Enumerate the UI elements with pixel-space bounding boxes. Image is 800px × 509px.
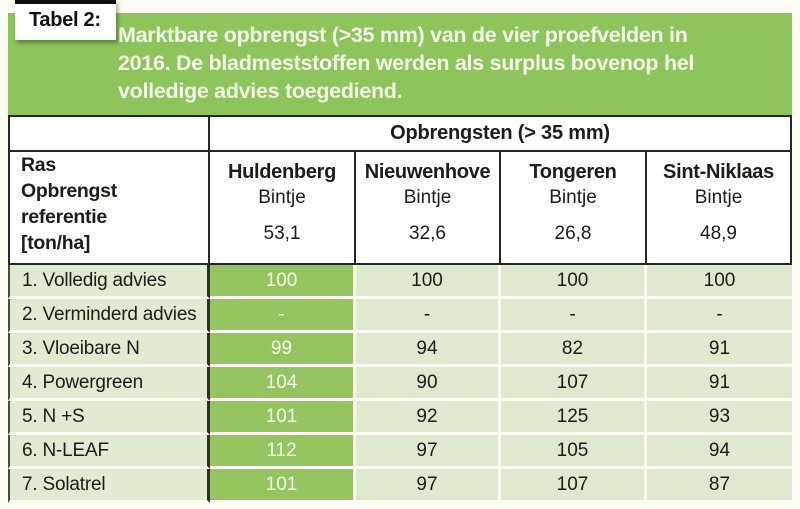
table-row: 4. Powergreen 104 90 107 91 (8, 367, 792, 401)
table-row: 6. N-LEAF 112 97 105 94 (8, 435, 792, 469)
value-cell: 94 (647, 435, 792, 469)
reference-value: 53,1 (263, 223, 301, 244)
value-cell: 94 (356, 333, 501, 367)
row-label: 3. Vloeibare N (8, 333, 210, 367)
column-header-nieuwenhove: Nieuwenhove Bintje 32,6 (356, 152, 501, 265)
value-cell: - (210, 299, 356, 333)
value-cell: 100 (647, 265, 792, 299)
corner-cell (8, 115, 210, 152)
table-caption-box: Tabel 2: (15, 0, 116, 40)
row-label: 5. N +S (8, 401, 210, 435)
value-cell: 99 (210, 333, 356, 367)
span-header-row: Opbrengsten (> 35 mm) (8, 115, 792, 152)
row-label: 6. N-LEAF (8, 435, 210, 469)
table-title-line-2: 2016. De bladmeststoffen werden als surp… (118, 51, 695, 75)
value-cell: 97 (356, 469, 501, 503)
reference-value: 26,8 (554, 223, 592, 244)
value-cell: 100 (501, 265, 647, 299)
table-row: 2. Verminderd advies - - - - (8, 299, 792, 333)
column-header-tongeren: Tongeren Bintje 26,8 (501, 152, 647, 265)
column-header-huldenberg: Huldenberg Bintje 53,1 (210, 152, 356, 265)
table-row: 3. Vloeibare N 99 94 82 91 (8, 333, 792, 367)
unit-label: [ton/ha] (21, 232, 91, 254)
value-cell: 92 (356, 401, 501, 435)
span-header-cell: Opbrengsten (> 35 mm) (210, 115, 792, 152)
value-cell: - (501, 299, 647, 333)
value-cell: 90 (356, 367, 501, 401)
site-name: Sint-Niklaas (663, 161, 774, 183)
value-cell: 97 (356, 435, 501, 469)
row-header-cell: Ras Opbrengst referentie [ton/ha] (8, 152, 210, 265)
row-label: 4. Powergreen (8, 367, 210, 401)
results-table: Opbrengsten (> 35 mm) Ras Opbrengst refe… (8, 115, 792, 503)
title-banner: Marktbare opbrengst (>35 mm) van de vier… (8, 13, 792, 115)
value-cell: 105 (501, 435, 647, 469)
value-cell: 101 (210, 469, 356, 503)
variety-name: Bintje (694, 187, 743, 208)
variety-name: Bintje (403, 187, 452, 208)
site-name: Nieuwenhove (364, 161, 491, 183)
value-cell: 100 (210, 265, 356, 299)
value-cell: 91 (647, 333, 792, 367)
value-cell: 107 (501, 367, 647, 401)
value-cell: - (647, 299, 792, 333)
table-row: 1. Volledig advies 100 100 100 100 (8, 265, 792, 299)
ras-label: Ras (21, 154, 56, 176)
value-cell: 107 (501, 469, 647, 503)
variety-name: Bintje (258, 187, 306, 208)
value-cell: 101 (210, 401, 356, 435)
value-cell: 87 (647, 469, 792, 503)
site-name: Huldenberg (227, 161, 337, 183)
column-header-row: Ras Opbrengst referentie [ton/ha] Hulden… (8, 152, 792, 265)
value-cell: 82 (501, 333, 647, 367)
value-cell: 112 (210, 435, 356, 469)
row-label: 7. Solatrel (8, 469, 210, 503)
value-cell: 93 (647, 401, 792, 435)
site-name: Tongeren (529, 161, 617, 183)
table-title-line-3: volledige advies toegediend. (118, 79, 403, 103)
column-header-sint-niklaas: Sint-Niklaas Bintje 48,9 (647, 152, 792, 265)
value-cell: 100 (356, 265, 501, 299)
reference-value: 48,9 (700, 223, 737, 244)
table-row: 7. Solatrel 101 97 107 87 (8, 469, 792, 503)
reference-label: Opbrengst referentie (21, 180, 117, 228)
table-caption: Tabel 2: (29, 9, 101, 31)
row-label: 2. Verminderd advies (8, 299, 210, 333)
value-cell: - (356, 299, 501, 333)
table-row: 5. N +S 101 92 125 93 (8, 401, 792, 435)
reference-value: 32,6 (409, 223, 446, 244)
value-cell: 91 (647, 367, 792, 401)
value-cell: 104 (210, 367, 356, 401)
table-title-line-1: Marktbare opbrengst (>35 mm) van de vier… (118, 23, 688, 47)
variety-name: Bintje (549, 187, 597, 208)
value-cell: 125 (501, 401, 647, 435)
row-label: 1. Volledig advies (8, 265, 210, 299)
